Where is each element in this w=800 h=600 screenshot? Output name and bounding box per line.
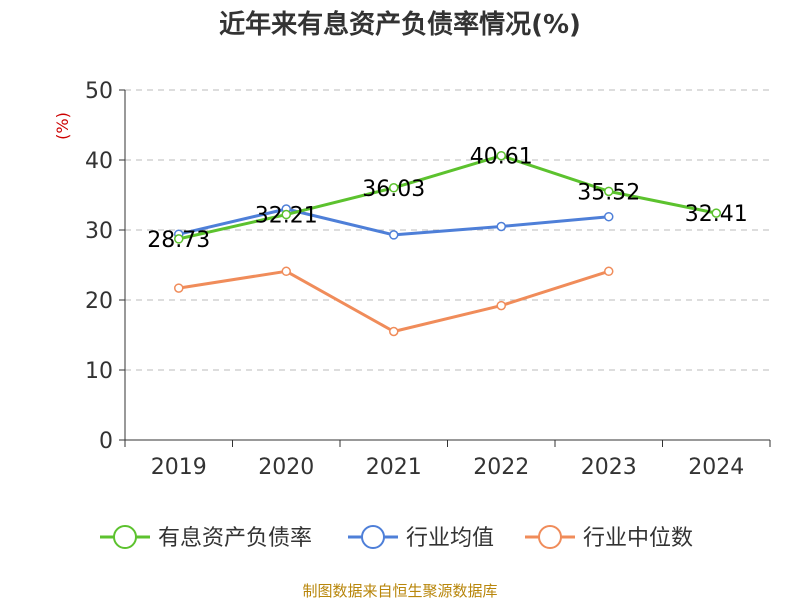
data-label: 35.52 [577, 180, 640, 205]
data-point [604, 211, 614, 222]
data-point [281, 209, 291, 220]
data-point [496, 221, 506, 232]
chart-title: 近年来有息资产负债率情况(%) [219, 9, 581, 40]
data-point [496, 150, 506, 161]
x-tick-label: 2021 [366, 455, 422, 480]
x-tick-label: 2022 [473, 455, 529, 480]
y-axis-unit: (%) [53, 112, 72, 140]
data-point [604, 186, 614, 197]
data-label: 40.61 [470, 145, 533, 170]
y-tick-label: 40 [85, 149, 113, 174]
data-point [711, 208, 721, 218]
x-tick-label: 2024 [688, 455, 744, 480]
data-label: 32.21 [255, 204, 318, 229]
data-point [389, 230, 399, 240]
legend-label: 有息资产负债率 [158, 526, 312, 551]
legend-marker [538, 525, 562, 549]
data-point [174, 234, 184, 244]
legend-marker [113, 525, 137, 549]
data-point [496, 300, 506, 311]
data-labels: 28.73 32.21 36.03 40.61 35.52 32.41 [147, 145, 747, 253]
legend: 有息资产负债率 行业均值 行业中位数 [100, 525, 693, 551]
x-tick-label: 2019 [151, 455, 207, 480]
series-layer [174, 150, 721, 337]
y-tick-label: 50 [85, 79, 113, 104]
y-tick-label: 0 [99, 429, 113, 454]
data-label: 36.03 [362, 177, 425, 202]
data-label: 28.73 [147, 228, 210, 253]
x-tick-label: 2020 [258, 455, 314, 480]
data-point [389, 183, 399, 193]
data-point [174, 283, 184, 293]
y-tick-label: 10 [85, 359, 113, 384]
data-point [281, 266, 291, 277]
legend-label: 行业均值 [406, 526, 494, 551]
legend-label: 行业中位数 [583, 526, 693, 551]
data-point [604, 266, 614, 277]
series-line [178, 154, 717, 241]
y-tick-label: 20 [85, 289, 113, 314]
data-point [389, 326, 399, 337]
axes: 0 10 20 30 40 50 2019 2020 2021 2022 2023 2024 [85, 79, 771, 480]
x-tick-label: 2023 [581, 455, 637, 480]
series-line [178, 269, 610, 333]
legend-marker [361, 525, 385, 549]
data-label: 32.41 [685, 202, 748, 227]
source-note: 制图数据来自恒生聚源数据库 [302, 582, 497, 600]
y-tick-label: 30 [85, 219, 113, 244]
